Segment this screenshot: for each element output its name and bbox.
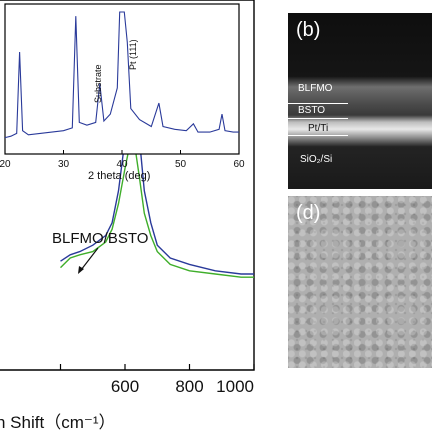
inset-annotation-pt111: Pt (111) bbox=[128, 39, 138, 70]
inset-x-tick-label: 20 bbox=[0, 159, 11, 170]
layer-label-blfmo: BLFMO bbox=[298, 83, 333, 94]
inset-series-line bbox=[4, 11, 239, 139]
inset-annotation-substrate: Substrate bbox=[93, 64, 103, 103]
inset-x-ticks: 20 30 40 50 60 bbox=[0, 150, 245, 170]
main-x-tick-label: 600 bbox=[111, 377, 139, 396]
inset-x-tick-label: 30 bbox=[58, 159, 70, 170]
panel-d-label: (d) bbox=[296, 202, 321, 224]
annotation-blfmo-bsto: BLFMO/BSTO bbox=[52, 230, 148, 247]
inset-x-tick-label: 50 bbox=[175, 159, 187, 170]
annotation-arrow bbox=[80, 247, 99, 271]
inset-x-tick-label: 60 bbox=[233, 159, 245, 170]
layer-divider-3 bbox=[288, 135, 348, 136]
inset-series-group bbox=[4, 11, 239, 139]
layer-label-bsto: BSTO bbox=[298, 105, 326, 116]
inset-chart: 20 30 40 50 60 Substrate Pt (111) 2 theta (d… bbox=[0, 3, 245, 182]
inset-plot-frame bbox=[4, 3, 240, 155]
main-series-line bbox=[60, 141, 254, 278]
inset-x-tick-label: 40 bbox=[116, 159, 128, 170]
layer-divider-2 bbox=[288, 118, 348, 119]
inset-x-axis-label: 2 theta (deg) bbox=[88, 170, 150, 182]
main-x-ticks: 600 800 1000 bbox=[59, 364, 255, 396]
main-x-axis-label: n Shift（cm⁻¹） bbox=[0, 413, 116, 432]
main-x-tick-label: 800 bbox=[175, 377, 203, 396]
annotation-arrowhead bbox=[78, 266, 84, 274]
layer-label-pt-ti: Pt/Ti bbox=[308, 123, 329, 134]
main-annotation: BLFMO/BSTO bbox=[52, 230, 148, 274]
panel-d-surface: (d) bbox=[288, 196, 432, 368]
layer-divider-1 bbox=[288, 103, 348, 104]
layer-label-sio2-si: SiO₂/Si bbox=[300, 154, 333, 165]
main-plot-frame bbox=[0, 0, 255, 371]
main-x-tick-label: 1000 bbox=[216, 377, 254, 396]
panel-b-label: (b) bbox=[296, 19, 321, 41]
panel-b-cross-section: (b) BLFMO BSTO Pt/Ti SiO₂/Si bbox=[288, 13, 432, 189]
